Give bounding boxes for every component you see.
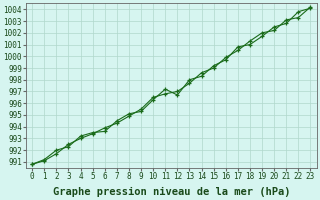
X-axis label: Graphe pression niveau de la mer (hPa): Graphe pression niveau de la mer (hPa) xyxy=(52,186,290,197)
